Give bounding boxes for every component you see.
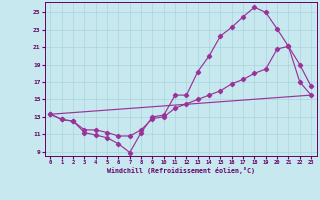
X-axis label: Windchill (Refroidissement éolien,°C): Windchill (Refroidissement éolien,°C) [107, 167, 255, 174]
